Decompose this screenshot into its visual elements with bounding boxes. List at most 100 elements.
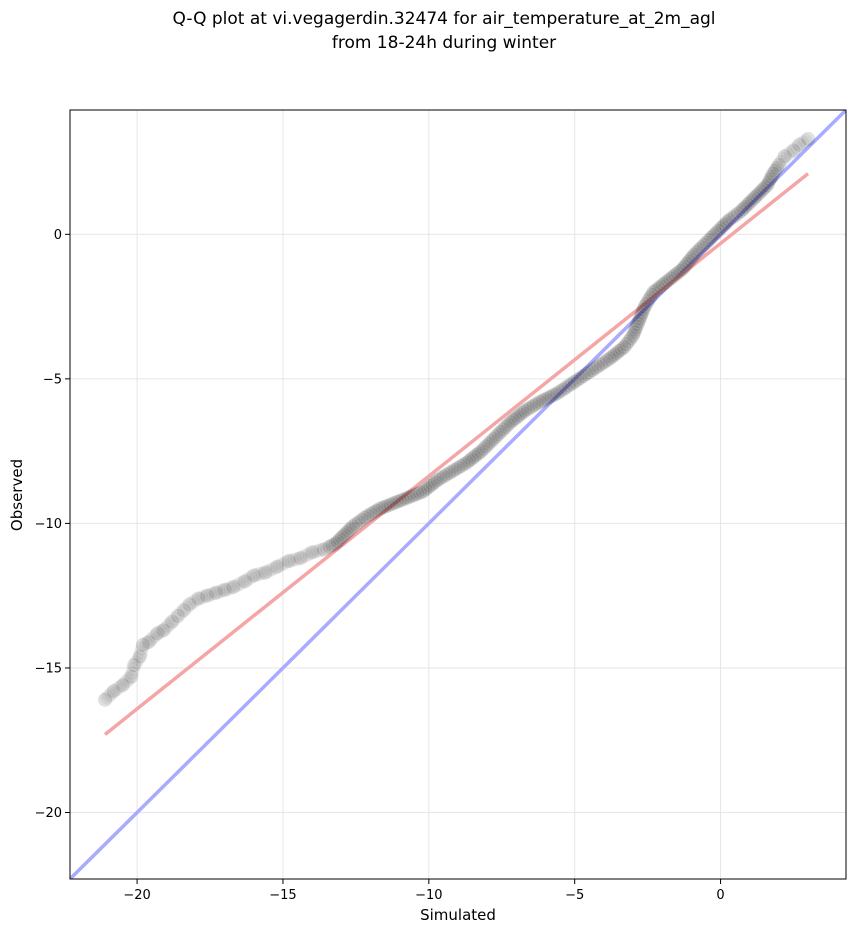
quantile-point	[143, 632, 158, 647]
quantile-point	[104, 686, 119, 701]
quantile-point	[596, 355, 611, 370]
quantile-point	[383, 497, 398, 512]
quantile-point	[127, 658, 142, 673]
quantile-point	[208, 585, 223, 600]
quantile-point	[261, 564, 276, 579]
quantile-point	[325, 538, 340, 553]
quantile-point	[369, 503, 384, 518]
quantile-point	[469, 447, 484, 462]
quantile-point	[637, 299, 652, 314]
quantile-point	[736, 202, 751, 217]
quantile-point	[471, 446, 486, 461]
quantile-point	[337, 527, 352, 542]
quantile-point	[229, 578, 244, 593]
quantile-point	[249, 567, 264, 582]
quantile-point	[656, 277, 671, 292]
quantile-point	[641, 293, 656, 308]
x-tick-label: −5	[565, 888, 584, 903]
quantile-point	[521, 401, 536, 416]
quantile-point	[217, 582, 232, 597]
quantile-point	[319, 540, 334, 555]
quantile-point	[112, 680, 127, 695]
quantile-point	[694, 240, 709, 255]
quantile-point	[633, 311, 648, 326]
quantile-point	[328, 536, 343, 551]
quantile-point	[305, 545, 320, 560]
quantile-point	[415, 484, 430, 499]
quantile-point	[634, 308, 649, 323]
quantile-point	[728, 208, 743, 223]
quantile-point	[476, 441, 491, 456]
quantile-point	[639, 296, 654, 311]
quantile-point	[764, 169, 779, 184]
quantile-point	[661, 273, 676, 288]
quantile-point	[706, 228, 721, 243]
quantile-point	[711, 223, 726, 238]
quantile-point	[467, 449, 482, 464]
quantile-point	[135, 637, 150, 652]
quantile-point	[439, 467, 454, 482]
quantile-point	[588, 361, 603, 376]
quantile-point	[699, 235, 714, 250]
quantile-point	[573, 370, 588, 385]
quantile-point	[459, 455, 474, 470]
quantile-point	[407, 488, 422, 503]
quantile-point	[619, 337, 634, 352]
quantile-point	[585, 363, 600, 378]
quantile-point	[176, 603, 191, 618]
quantile-point	[658, 275, 673, 290]
quantile-point	[689, 245, 704, 260]
quantile-point	[351, 514, 366, 529]
quantile-point	[117, 676, 132, 691]
quantile-point	[115, 678, 130, 693]
quantile-point	[629, 319, 644, 334]
quantile-point	[731, 206, 746, 221]
quantile-point	[345, 519, 360, 534]
fit-line	[103, 172, 810, 736]
quantile-point	[284, 553, 299, 568]
quantile-point	[547, 387, 562, 402]
quantile-point	[503, 415, 518, 430]
quantile-point	[100, 690, 115, 705]
quantile-point	[593, 357, 608, 372]
quantile-point	[316, 542, 331, 557]
quantile-point	[240, 572, 255, 587]
quantile-point	[532, 394, 547, 409]
quantile-point	[505, 413, 520, 428]
quantile-point	[780, 147, 795, 162]
quantile-point	[462, 453, 477, 468]
x-tick-label: −10	[415, 888, 442, 903]
quantile-point	[165, 614, 180, 629]
quantile-point	[205, 586, 220, 601]
quantile-point	[685, 249, 700, 264]
quantile-point	[310, 543, 325, 558]
quantile-point	[761, 175, 776, 190]
quantile-point	[544, 389, 559, 404]
x-tick-label: −20	[123, 888, 150, 903]
quantile-point	[401, 490, 416, 505]
quantile-point	[755, 182, 770, 197]
quantile-point	[203, 587, 218, 602]
quantile-point	[644, 288, 659, 303]
quantile-point	[744, 193, 759, 208]
quantile-point	[360, 508, 375, 523]
quantile-point	[488, 429, 503, 444]
quantile-point	[626, 328, 641, 343]
quantile-point	[484, 434, 499, 449]
quantile-point	[768, 163, 783, 178]
quantile-point	[343, 521, 358, 536]
quantile-point	[535, 393, 550, 408]
quantile-point	[529, 396, 544, 411]
quantile-point	[769, 160, 784, 175]
quantile-point	[792, 137, 807, 152]
quantile-point	[299, 548, 314, 563]
quantile-point	[486, 432, 501, 447]
quantile-point	[194, 590, 209, 605]
quantile-point	[363, 507, 378, 522]
quantile-point	[226, 580, 241, 595]
quantile-point	[708, 226, 723, 241]
quantile-point	[162, 616, 177, 631]
quantile-point	[451, 460, 465, 475]
quantile-point	[648, 283, 663, 298]
